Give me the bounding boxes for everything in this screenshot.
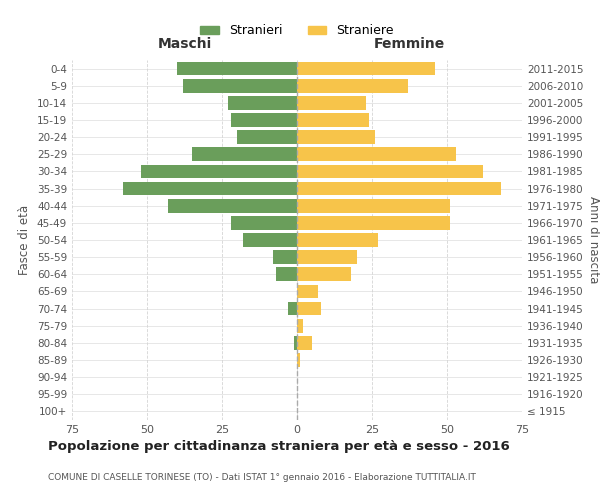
Bar (297, 164, 483, 178)
Bar (183, 79, 297, 92)
Bar (297, 148, 456, 161)
Bar (297, 216, 450, 230)
Bar (192, 148, 297, 161)
Bar (297, 268, 351, 281)
Bar (297, 130, 375, 144)
Bar (273, 250, 297, 264)
Y-axis label: Anni di nascita: Anni di nascita (587, 196, 600, 284)
Bar (168, 199, 297, 212)
Bar (231, 216, 297, 230)
Bar (297, 250, 357, 264)
Bar (297, 302, 321, 316)
Bar (288, 302, 297, 316)
Bar (237, 130, 297, 144)
Bar (228, 96, 297, 110)
Bar (141, 164, 297, 178)
Bar (297, 319, 303, 332)
Bar (297, 79, 408, 92)
Bar (297, 199, 450, 212)
Bar (297, 62, 435, 76)
Bar (297, 182, 501, 196)
Bar (276, 268, 297, 281)
Text: Maschi: Maschi (157, 36, 212, 51)
Bar (231, 113, 297, 127)
Bar (297, 336, 312, 349)
Bar (294, 336, 297, 349)
Bar (177, 62, 297, 76)
Bar (243, 233, 297, 247)
Bar (297, 353, 300, 367)
Bar (297, 113, 369, 127)
Bar (123, 182, 297, 196)
Legend: Stranieri, Straniere: Stranieri, Straniere (195, 20, 399, 42)
Y-axis label: Fasce di età: Fasce di età (19, 205, 31, 275)
Text: COMUNE DI CASELLE TORINESE (TO) - Dati ISTAT 1° gennaio 2016 - Elaborazione TUTT: COMUNE DI CASELLE TORINESE (TO) - Dati I… (48, 473, 476, 482)
Bar (297, 284, 318, 298)
Text: Popolazione per cittadinanza straniera per età e sesso - 2016: Popolazione per cittadinanza straniera p… (48, 440, 510, 453)
Bar (297, 96, 366, 110)
Bar (297, 233, 378, 247)
Text: Femmine: Femmine (374, 36, 445, 51)
